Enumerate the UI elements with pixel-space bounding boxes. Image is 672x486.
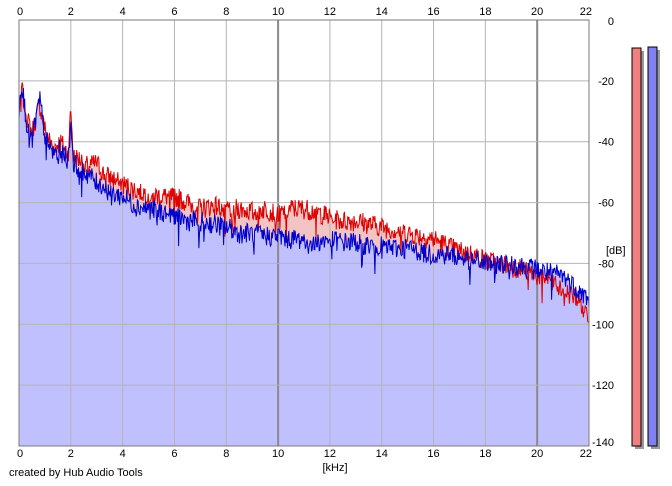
x-tick-label-bottom: 4 [120, 448, 126, 460]
x-tick-label-bottom: 16 [427, 448, 439, 460]
y-tick-label: 0 [608, 16, 614, 28]
level-meter-2 [647, 46, 658, 447]
level-meter-1 [631, 47, 642, 447]
x-tick-label-bottom: 0 [17, 448, 23, 460]
x-tick-label-top: 4 [120, 6, 126, 18]
x-tick-label-bottom: 8 [223, 448, 229, 460]
y-tick-label: -80 [598, 258, 614, 270]
series-line-2 [18, 87, 590, 308]
x-tick-label-top: 20 [531, 6, 543, 18]
x-tick-label-bottom: 18 [479, 448, 491, 460]
series-lines [18, 82, 590, 323]
x-tick-label-top: 2 [68, 6, 74, 18]
x-tick-label-top: 10 [272, 6, 284, 18]
plot-frame [18, 19, 590, 447]
x-tick-label-top: 14 [376, 6, 388, 18]
grid-lines [19, 20, 589, 446]
x-tick-label-top: 18 [479, 6, 491, 18]
x-tick-label-bottom: 20 [531, 448, 543, 460]
x-tick-labels-top: 0 2 4 6 8 10 12 14 16 18 20 22 [17, 6, 592, 18]
y-tick-label: -40 [598, 137, 614, 149]
x-tick-label-bottom: 12 [324, 448, 336, 460]
series-fills [19, 82, 589, 447]
y-tick-label: -120 [592, 380, 614, 392]
x-tick-label-bottom: 22 [580, 448, 592, 460]
x-tick-label-bottom: 2 [68, 448, 74, 460]
x-tick-label-bottom: 14 [376, 448, 388, 460]
level-meters [631, 46, 660, 449]
y-tick-label: -140 [592, 437, 614, 449]
x-tick-label-bottom: 6 [171, 448, 177, 460]
y-tick-label: -100 [592, 319, 614, 331]
x-tick-label-top: 0 [17, 6, 23, 18]
series-fill-2 [19, 87, 589, 447]
x-tick-label-top: 22 [580, 6, 592, 18]
x-tick-labels-bottom: 0 2 4 6 8 10 12 14 16 18 20 22 [17, 448, 592, 460]
credit-text: created by Hub Audio Tools [9, 467, 143, 479]
x-tick-label-bottom: 10 [272, 448, 284, 460]
y-axis-label: [dB] [606, 245, 626, 257]
x-tick-label-top: 6 [171, 6, 177, 18]
y-tick-labels: 0 -20 -40 -60 -80 -100 -120 -140 [592, 16, 614, 449]
x-axis-label: [kHz] [322, 462, 347, 474]
y-tick-label: -60 [598, 198, 614, 210]
x-tick-label-top: 8 [223, 6, 229, 18]
x-tick-label-top: 16 [427, 6, 439, 18]
x-tick-label-top: 12 [324, 6, 336, 18]
y-tick-label: -20 [598, 76, 614, 88]
